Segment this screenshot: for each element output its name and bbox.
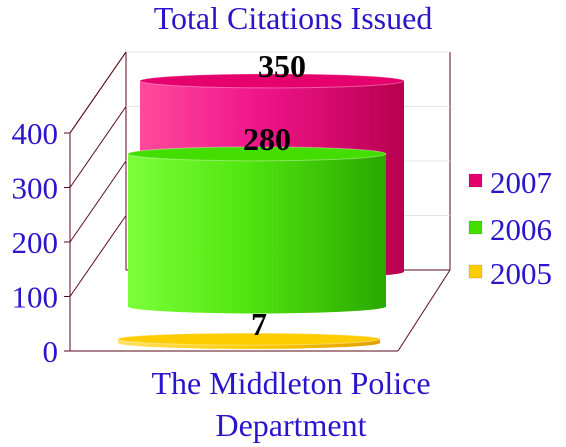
- x-axis-label-line-2: Department: [215, 407, 366, 443]
- gridline-side: [69, 215, 127, 297]
- legend-item-2006: 2006: [468, 212, 552, 247]
- y-axis: 0 100 200 300 400: [12, 116, 71, 369]
- legend-label: 2005: [490, 256, 552, 291]
- bar-top: [139, 73, 405, 89]
- legend-item-2005: 2005: [468, 256, 552, 291]
- gridline-side: [69, 51, 127, 134]
- y-tick-label: 0: [43, 334, 59, 369]
- legend-label: 2006: [490, 212, 552, 247]
- bar-top: [117, 332, 381, 346]
- legend-swatch: [468, 220, 483, 235]
- bar-top: [127, 146, 387, 162]
- bar-body: [128, 153, 386, 314]
- data-label-2005: 7: [251, 306, 267, 342]
- legend-swatch: [468, 173, 483, 188]
- bar-2006: [127, 146, 387, 314]
- floor-right-edge: [397, 269, 451, 352]
- data-label-2006: 280: [243, 121, 291, 157]
- y-tick-label: 200: [12, 225, 59, 260]
- x-axis-label-line-1: The Middleton Police: [151, 365, 430, 401]
- gridline-side: [69, 160, 127, 243]
- gridline-side: [69, 106, 127, 188]
- legend: 2007 2006 2005: [468, 165, 552, 291]
- y-tick-label: 300: [12, 171, 59, 206]
- legend-item-2007: 2007: [468, 165, 552, 200]
- bar-2005: [117, 332, 381, 349]
- data-labels: 350 280 7: [243, 48, 306, 342]
- legend-label: 2007: [490, 165, 552, 200]
- y-tick-label: 400: [12, 116, 59, 151]
- bars: [117, 73, 405, 349]
- data-label-2007: 350: [258, 48, 306, 84]
- y-tick-label: 100: [12, 280, 59, 315]
- chart-title: Total Citations Issued: [154, 0, 433, 36]
- legend-swatch: [468, 264, 483, 279]
